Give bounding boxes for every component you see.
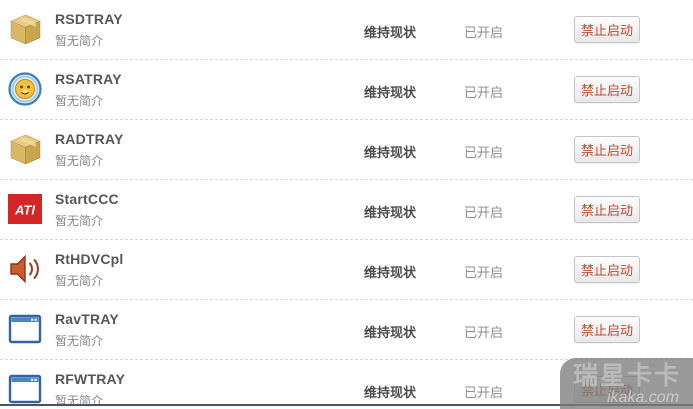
window-bottom-edge: [0, 404, 693, 406]
package-icon: [9, 14, 41, 44]
policy-label: 维持现状: [364, 205, 417, 220]
program-description: 暂无简介: [55, 274, 104, 288]
policy-label: 维持现状: [364, 25, 417, 40]
program-info: RtHDVCpl 暂无简介: [55, 251, 123, 289]
program-info: RSDTRAY 暂无简介: [55, 11, 123, 49]
program-name: StartCCC: [55, 191, 119, 207]
startup-item-row: ATI StartCCC 暂无简介 维持现状 已开启 禁止启动: [0, 180, 693, 240]
program-info: RSATRAY 暂无简介: [55, 71, 122, 109]
disable-startup-button[interactable]: 禁止启动: [574, 76, 640, 103]
program-icon-slot: ATI: [8, 192, 42, 226]
program-icon-slot: [8, 72, 42, 106]
watermark-url: ikaka.com: [607, 389, 680, 406]
ati-icon: ATI: [8, 194, 42, 224]
svg-text:ATI: ATI: [14, 203, 35, 218]
disable-startup-button[interactable]: 禁止启动: [574, 196, 640, 223]
startup-item-row: RavTRAY 暂无简介 维持现状 已开启 禁止启动: [0, 300, 693, 360]
status-label: 已开启: [464, 265, 504, 280]
program-description: 暂无简介: [55, 394, 104, 408]
startup-item-row: RtHDVCpl 暂无简介 维持现状 已开启 禁止启动: [0, 240, 693, 300]
lion-icon: [8, 72, 42, 106]
policy-label: 维持现状: [364, 145, 417, 160]
program-name: RSATRAY: [55, 71, 122, 87]
disable-startup-button[interactable]: 禁止启动: [574, 136, 640, 163]
window-icon: [8, 314, 42, 344]
policy-label: 维持现状: [364, 85, 417, 100]
program-icon-slot: [8, 12, 42, 46]
ikaka-watermark: 瑞星卡卡 ikaka.com: [560, 358, 693, 409]
status-label: 已开启: [464, 385, 504, 400]
window-icon: [8, 374, 42, 404]
startup-item-row: RSATRAY 暂无简介 维持现状 已开启 禁止启动: [0, 60, 693, 120]
speaker-icon: [10, 254, 39, 284]
package-icon: [9, 134, 41, 164]
policy-label: 维持现状: [364, 325, 417, 340]
program-info: RADTRAY 暂无简介: [55, 131, 124, 169]
disable-startup-button[interactable]: 禁止启动: [574, 16, 640, 43]
program-icon-slot: [8, 252, 42, 286]
status-label: 已开启: [464, 145, 504, 160]
watermark-title: 瑞星卡卡: [573, 362, 682, 390]
program-icon-slot: [8, 132, 42, 166]
program-name: RSDTRAY: [55, 11, 123, 27]
program-description: 暂无简介: [55, 334, 104, 348]
program-name: RtHDVCpl: [55, 251, 124, 267]
status-label: 已开启: [464, 325, 504, 340]
program-description: 暂无简介: [55, 214, 104, 228]
program-info: StartCCC 暂无简介: [55, 191, 119, 229]
disable-startup-button[interactable]: 禁止启动: [574, 316, 640, 343]
policy-label: 维持现状: [364, 385, 417, 400]
status-label: 已开启: [464, 85, 504, 100]
startup-item-row: RSDTRAY 暂无简介 维持现状 已开启 禁止启动: [0, 0, 693, 60]
status-label: 已开启: [464, 25, 504, 40]
program-name: RADTRAY: [55, 131, 124, 147]
program-description: 暂无简介: [55, 34, 104, 48]
status-label: 已开启: [464, 205, 504, 220]
program-info: RavTRAY 暂无简介: [55, 311, 119, 349]
policy-label: 维持现状: [364, 265, 417, 280]
program-name: RFWTRAY: [55, 371, 126, 387]
program-name: RavTRAY: [55, 311, 119, 327]
disable-startup-button[interactable]: 禁止启动: [574, 256, 640, 283]
startup-item-row: RADTRAY 暂无简介 维持现状 已开启 禁止启动: [0, 120, 693, 180]
program-icon-slot: [8, 312, 42, 346]
program-description: 暂无简介: [55, 154, 104, 168]
program-description: 暂无简介: [55, 94, 104, 108]
program-icon-slot: [8, 372, 42, 406]
